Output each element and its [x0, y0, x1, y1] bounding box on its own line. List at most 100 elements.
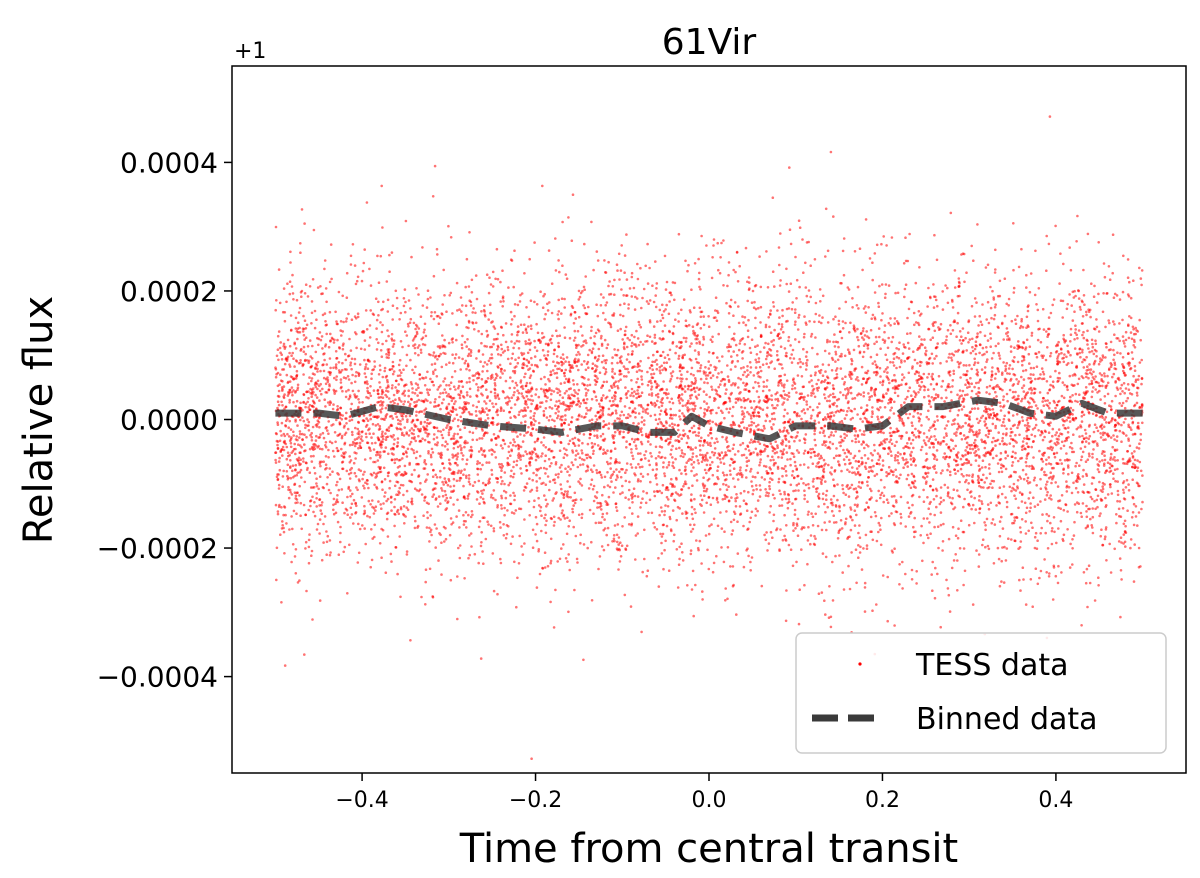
data-point [689, 448, 693, 451]
data-point [866, 480, 869, 484]
data-point [320, 501, 324, 504]
data-point [320, 460, 323, 464]
data-point [908, 446, 911, 450]
data-point [409, 307, 412, 310]
data-point [335, 498, 339, 502]
data-point [286, 478, 290, 481]
data-point [323, 358, 326, 362]
data-point [694, 404, 697, 408]
data-point [777, 480, 780, 484]
data-point [635, 396, 638, 400]
data-point [955, 335, 958, 339]
data-point [1003, 414, 1006, 418]
data-point [930, 435, 933, 439]
data-point [677, 428, 680, 432]
data-point [1113, 456, 1116, 459]
data-point [415, 330, 419, 334]
data-point [690, 512, 694, 516]
data-point [1034, 423, 1038, 427]
data-point [970, 244, 973, 248]
data-point [549, 559, 553, 563]
data-point [954, 444, 957, 448]
data-point [1039, 477, 1042, 481]
data-point [1101, 310, 1105, 314]
data-point [1103, 462, 1106, 466]
data-point [1067, 466, 1070, 469]
data-point [903, 287, 907, 291]
data-point [821, 552, 825, 555]
data-point [951, 525, 955, 529]
data-point [466, 362, 470, 366]
data-point [786, 412, 789, 415]
data-point [572, 441, 575, 445]
data-point [1090, 282, 1093, 286]
data-point [789, 463, 792, 467]
data-point [509, 441, 512, 445]
data-point [841, 249, 845, 253]
data-point [641, 410, 645, 413]
data-point [949, 438, 953, 442]
data-point [277, 268, 281, 271]
data-point [1087, 442, 1091, 445]
data-point [1024, 460, 1028, 464]
data-point [547, 457, 551, 461]
data-point [557, 472, 560, 476]
data-point [377, 396, 381, 399]
data-point [937, 328, 941, 332]
data-point [556, 367, 559, 371]
data-point [278, 503, 281, 507]
data-point [792, 489, 795, 493]
data-point [638, 385, 641, 389]
data-point [1124, 330, 1128, 334]
data-point [455, 515, 458, 518]
data-point [759, 285, 763, 289]
data-point [921, 343, 924, 347]
data-point [948, 409, 952, 413]
data-point [296, 491, 299, 495]
data-point [728, 325, 731, 329]
data-point [1020, 345, 1024, 349]
data-point [612, 534, 616, 537]
data-point [732, 314, 735, 318]
data-point [999, 409, 1003, 412]
data-point [410, 427, 414, 430]
data-point [543, 516, 546, 520]
data-point [657, 556, 660, 560]
data-point [826, 338, 829, 342]
data-point [1032, 478, 1036, 482]
data-point [783, 383, 786, 387]
data-point [539, 290, 542, 294]
data-point [890, 340, 893, 344]
data-point [1021, 468, 1025, 472]
data-point [671, 332, 675, 336]
data-point [836, 498, 839, 502]
data-point [379, 410, 383, 414]
data-point [577, 388, 581, 392]
data-point [1079, 355, 1082, 359]
data-point [506, 456, 510, 460]
data-point [563, 326, 566, 329]
data-point [939, 322, 943, 326]
data-point [1067, 351, 1070, 354]
data-point [752, 306, 756, 310]
data-point [564, 557, 568, 560]
data-point [652, 372, 656, 376]
data-point [286, 355, 290, 359]
data-point [1131, 421, 1134, 425]
data-point [340, 434, 344, 438]
data-point [1041, 356, 1044, 360]
data-point [491, 285, 495, 288]
data-point [523, 434, 526, 437]
data-point [349, 516, 352, 519]
data-point [366, 367, 370, 371]
data-point [1104, 438, 1107, 441]
data-point [929, 532, 932, 535]
data-point [304, 352, 308, 356]
data-point [987, 432, 991, 436]
data-point [867, 392, 870, 395]
data-point [814, 443, 817, 447]
data-point [853, 396, 857, 400]
data-point [598, 555, 602, 558]
data-point [749, 417, 753, 420]
data-point [419, 427, 423, 431]
